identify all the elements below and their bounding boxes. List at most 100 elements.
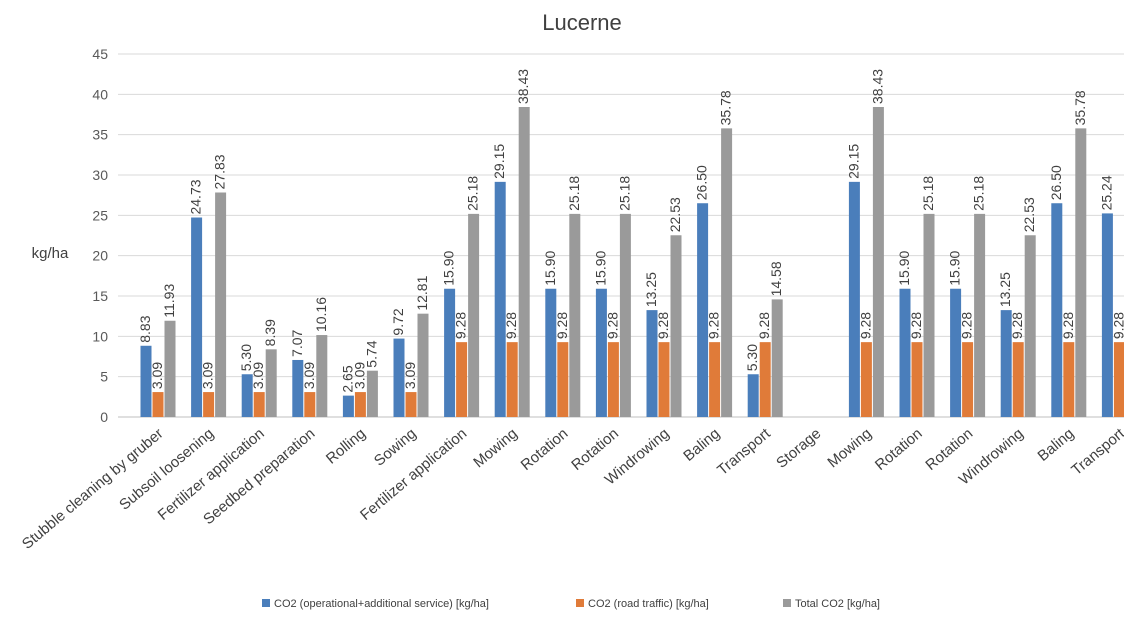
legend-swatch bbox=[262, 599, 270, 607]
legend-swatch bbox=[576, 599, 584, 607]
data-label: 26.50 bbox=[694, 165, 710, 200]
bar bbox=[557, 342, 568, 417]
y-tick-label: 10 bbox=[92, 328, 108, 344]
y-tick-label: 30 bbox=[92, 167, 108, 183]
y-tick-label: 15 bbox=[92, 288, 108, 304]
bar bbox=[367, 371, 378, 417]
data-label: 5.30 bbox=[744, 344, 760, 371]
bar bbox=[912, 342, 923, 417]
bar bbox=[620, 214, 631, 417]
bar bbox=[772, 299, 783, 417]
x-tick-label: Rotation bbox=[872, 425, 926, 474]
legend-label: CO2 (operational+additional service) [kg… bbox=[274, 598, 489, 610]
y-tick-label: 25 bbox=[92, 207, 108, 223]
bar bbox=[444, 289, 455, 417]
x-tick-label: Mowing bbox=[470, 425, 521, 471]
bar bbox=[456, 342, 467, 417]
data-label: 3.09 bbox=[301, 362, 317, 389]
y-tick-label: 0 bbox=[100, 409, 108, 425]
bar bbox=[873, 107, 884, 417]
x-tick-label: Storage bbox=[773, 425, 824, 472]
x-tick-label: Transport bbox=[1068, 425, 1124, 479]
data-label: 22.53 bbox=[1021, 197, 1037, 232]
data-label: 9.28 bbox=[1060, 312, 1076, 339]
bar bbox=[962, 342, 973, 417]
data-label: 27.83 bbox=[212, 154, 228, 189]
data-label: 9.72 bbox=[390, 308, 406, 335]
y-tick-label: 5 bbox=[100, 369, 108, 385]
data-label: 11.93 bbox=[161, 284, 177, 318]
data-label: 25.18 bbox=[971, 176, 987, 211]
data-label: 7.07 bbox=[289, 330, 305, 357]
data-label: 9.28 bbox=[1110, 312, 1124, 339]
bar bbox=[343, 396, 354, 417]
bar bbox=[950, 289, 961, 417]
bar bbox=[355, 392, 366, 417]
bar bbox=[165, 321, 176, 417]
bar bbox=[468, 214, 479, 417]
bar bbox=[596, 289, 607, 417]
bar bbox=[507, 342, 518, 417]
bar bbox=[748, 374, 759, 417]
legend-label: Total CO2 [kg/ha] bbox=[795, 598, 880, 610]
bar bbox=[519, 107, 530, 417]
bar bbox=[1063, 342, 1074, 417]
bar bbox=[1114, 342, 1124, 417]
legend-label: CO2 (road traffic) [kg/ha] bbox=[588, 598, 709, 610]
data-label: 25.18 bbox=[920, 176, 936, 211]
data-label: 12.81 bbox=[414, 275, 430, 310]
data-label: 9.28 bbox=[503, 312, 519, 339]
data-label: 15.90 bbox=[896, 250, 912, 285]
data-label: 35.78 bbox=[718, 90, 734, 125]
bar bbox=[569, 214, 580, 417]
bar bbox=[671, 235, 682, 417]
bar bbox=[406, 392, 417, 417]
data-label: 15.90 bbox=[592, 250, 608, 285]
bar bbox=[215, 193, 226, 418]
bar bbox=[659, 342, 670, 417]
data-label: 9.28 bbox=[554, 312, 570, 339]
bar bbox=[1075, 128, 1086, 417]
bar bbox=[266, 349, 277, 417]
data-label: 9.28 bbox=[604, 312, 620, 339]
data-label: 38.43 bbox=[869, 69, 885, 104]
data-label: 25.18 bbox=[566, 176, 582, 211]
bar bbox=[721, 128, 732, 417]
bar bbox=[545, 289, 556, 417]
bar bbox=[861, 342, 872, 417]
bar bbox=[849, 182, 860, 417]
data-label: 10.16 bbox=[313, 297, 329, 332]
data-label: 9.28 bbox=[655, 312, 671, 339]
x-tick-label: Rotation bbox=[518, 425, 572, 474]
bar bbox=[709, 342, 720, 417]
y-tick-label: 35 bbox=[92, 127, 108, 143]
data-label: 25.18 bbox=[465, 176, 481, 211]
bar bbox=[418, 314, 429, 417]
data-label: 15.90 bbox=[441, 250, 457, 285]
data-label: 13.25 bbox=[997, 272, 1013, 307]
bar bbox=[316, 335, 327, 417]
data-label: 9.28 bbox=[453, 312, 469, 339]
data-label: 15.90 bbox=[947, 250, 963, 285]
x-tick-label: Baling bbox=[1034, 425, 1077, 465]
legend: CO2 (operational+additional service) [kg… bbox=[262, 598, 880, 610]
data-label: 14.58 bbox=[768, 261, 784, 296]
bar bbox=[203, 392, 214, 417]
data-label: 8.39 bbox=[262, 319, 278, 346]
data-label: 35.78 bbox=[1072, 90, 1088, 125]
x-tick-label: Mowing bbox=[824, 425, 875, 471]
data-label: 3.09 bbox=[149, 362, 165, 389]
x-tick-label: Sowing bbox=[371, 425, 420, 470]
data-label: 25.24 bbox=[1098, 175, 1114, 210]
x-tick-label: Baling bbox=[680, 425, 723, 465]
data-label: 9.28 bbox=[908, 312, 924, 339]
bar bbox=[900, 289, 911, 417]
bar bbox=[153, 392, 164, 417]
data-label: 25.18 bbox=[616, 176, 632, 211]
data-label: 9.28 bbox=[1009, 312, 1025, 339]
data-label: 13.25 bbox=[643, 272, 659, 307]
